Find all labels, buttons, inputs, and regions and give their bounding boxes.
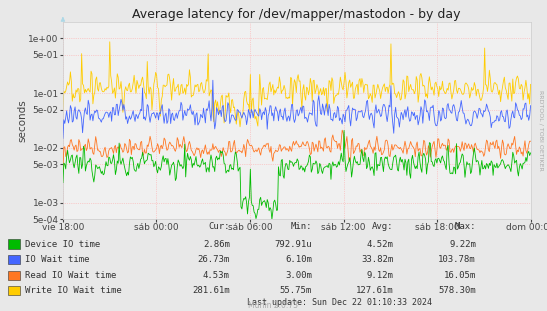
Text: 3.00m: 3.00m (285, 271, 312, 280)
Text: 9.12m: 9.12m (367, 271, 394, 280)
Text: 4.53m: 4.53m (203, 271, 230, 280)
Text: IO Wait time: IO Wait time (25, 255, 89, 264)
Text: 55.75m: 55.75m (280, 286, 312, 295)
Text: 26.73m: 26.73m (197, 255, 230, 264)
Text: Min:: Min: (290, 221, 312, 230)
Text: 33.82m: 33.82m (362, 255, 394, 264)
Text: 2.86m: 2.86m (203, 240, 230, 248)
Text: 16.05m: 16.05m (444, 271, 476, 280)
Text: 281.61m: 281.61m (192, 286, 230, 295)
Text: Max:: Max: (455, 221, 476, 230)
Text: Cur:: Cur: (208, 221, 230, 230)
Text: 578.30m: 578.30m (438, 286, 476, 295)
Text: RRDTOOL / TOBI OETIKER: RRDTOOL / TOBI OETIKER (538, 90, 543, 171)
Text: 4.52m: 4.52m (367, 240, 394, 248)
Text: Munin 2.0.73: Munin 2.0.73 (248, 301, 299, 310)
Text: Last update: Sun Dec 22 01:10:33 2024: Last update: Sun Dec 22 01:10:33 2024 (247, 298, 432, 307)
Text: 9.22m: 9.22m (449, 240, 476, 248)
Title: Average latency for /dev/mapper/mastodon - by day: Average latency for /dev/mapper/mastodon… (132, 7, 461, 21)
Text: Read IO Wait time: Read IO Wait time (25, 271, 116, 280)
Text: 6.10m: 6.10m (285, 255, 312, 264)
Text: Write IO Wait time: Write IO Wait time (25, 286, 121, 295)
Y-axis label: seconds: seconds (17, 99, 27, 142)
Text: Avg:: Avg: (373, 221, 394, 230)
Text: Device IO time: Device IO time (25, 240, 100, 248)
Text: 792.91u: 792.91u (274, 240, 312, 248)
Text: 127.61m: 127.61m (356, 286, 394, 295)
Text: 103.78m: 103.78m (438, 255, 476, 264)
